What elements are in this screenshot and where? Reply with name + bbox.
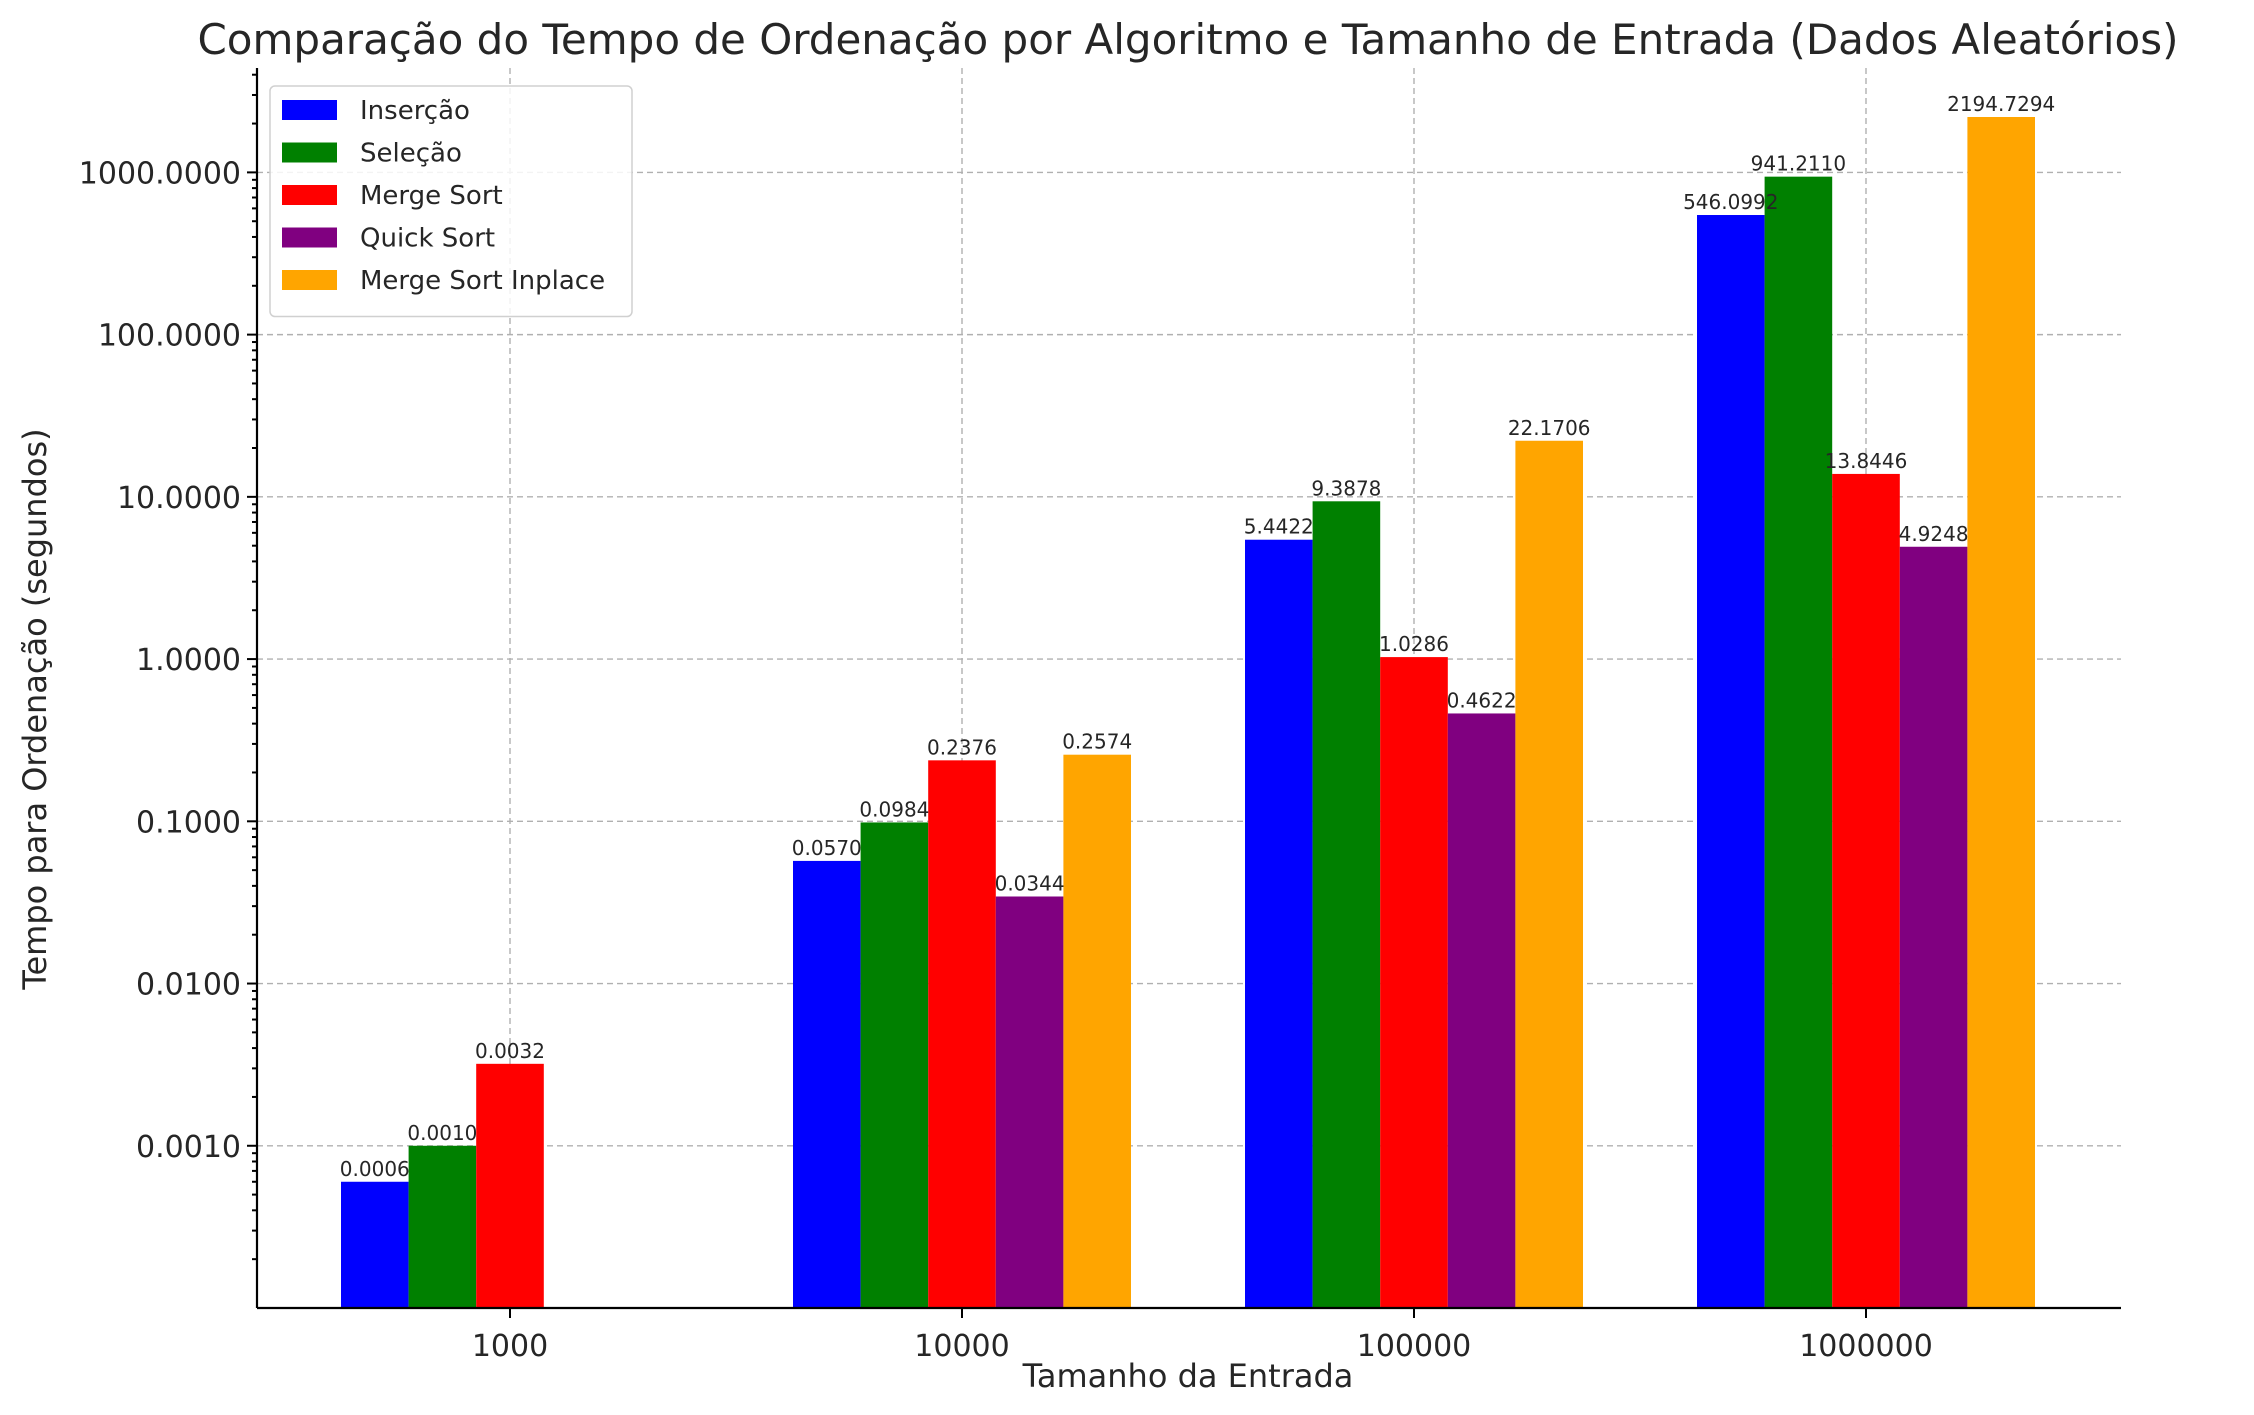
- bar-value-label: 5.4422: [1244, 515, 1314, 539]
- bar-value-label: 13.8446: [1825, 449, 1908, 473]
- bar: [1764, 176, 1833, 1308]
- axes: 0.0010 0.0100 0.1000 1.0000 10.0000 100.0000 1…: [79, 68, 2121, 1364]
- y-axis-label: Tempo para Ordenação (segundos): [16, 428, 54, 990]
- y-tick-label: 0.0010: [136, 1130, 241, 1165]
- bars: [341, 117, 2035, 1309]
- legend: Inserção Seleção Merge Sort Quick Sort Merge…: [269, 85, 633, 318]
- y-tick-label: 10.0000: [117, 481, 241, 516]
- legend-label: Merge Sort: [360, 181, 503, 211]
- bar: [1245, 539, 1313, 1308]
- bar: [1063, 754, 1131, 1308]
- bar: [476, 1063, 544, 1308]
- legend-label: Seleção: [360, 139, 462, 169]
- legend-swatch: [282, 142, 337, 163]
- y-tick-label: 100.0000: [98, 319, 241, 354]
- data-labels: 0.0006 0.0570 5.4422 546.0992 0.0010 0.0984 9.…: [340, 92, 2055, 1181]
- bar-value-label: 0.0984: [859, 797, 929, 821]
- bar-value-label: 22.1706: [1508, 416, 1591, 440]
- bar: [1447, 713, 1516, 1308]
- bar-value-label: 1.0286: [1379, 632, 1449, 656]
- x-tick-label: 100000: [1357, 1329, 1472, 1364]
- bar-value-label: 941.2110: [1751, 152, 1846, 176]
- bar: [1697, 215, 1765, 1308]
- bar-value-label: 0.2574: [1062, 730, 1132, 754]
- legend-swatch: [282, 185, 337, 205]
- legend-swatch: [282, 270, 337, 290]
- x-tick-label: 1000: [472, 1329, 548, 1364]
- bar-value-label: 0.0032: [475, 1039, 545, 1063]
- bar: [1832, 473, 1900, 1308]
- bar-value-label: 2194.7294: [1947, 92, 2055, 116]
- bar-value-label: 0.4622: [1447, 688, 1517, 712]
- y-tick-label: 0.1000: [136, 805, 241, 840]
- bar: [1380, 657, 1448, 1308]
- legend-box: [269, 85, 633, 318]
- bar-value-label: 0.0344: [995, 871, 1065, 895]
- bar: [408, 1145, 477, 1308]
- bar-value-label: 0.0570: [792, 836, 862, 860]
- legend-label: Inserção: [360, 96, 470, 126]
- bar-value-label: 0.0006: [340, 1157, 410, 1181]
- y-tick-label: 0.0100: [136, 968, 241, 1003]
- bar: [1899, 546, 1968, 1308]
- bar: [1312, 501, 1381, 1309]
- bar-value-label: 0.0010: [407, 1121, 477, 1145]
- bar: [1967, 117, 2035, 1308]
- legend-swatch: [282, 100, 337, 120]
- bar: [1515, 440, 1583, 1308]
- bar-value-label: 4.9248: [1899, 522, 1969, 546]
- y-tick-label: 1000.0000: [79, 156, 241, 191]
- bar-value-label: 9.3878: [1311, 476, 1381, 500]
- bar-value-label: 546.0992: [1683, 190, 1778, 214]
- y-tick-label: 1.0000: [136, 643, 241, 678]
- bar: [341, 1181, 409, 1308]
- legend-swatch: [282, 227, 337, 248]
- x-axis-label: Tamanho da Entrada: [1022, 1357, 1354, 1395]
- legend-label: Quick Sort: [360, 224, 495, 254]
- bar: [928, 760, 996, 1308]
- chart-title: Comparação do Tempo de Ordenação por Alg…: [197, 15, 2178, 64]
- bar: [995, 896, 1064, 1308]
- bar: [793, 860, 861, 1308]
- bar-value-label: 0.2376: [927, 735, 997, 759]
- legend-label: Merge Sort Inplace: [360, 266, 605, 296]
- x-tick-label: 10000: [914, 1329, 1009, 1364]
- x-tick-label: 1000000: [1799, 1329, 1933, 1364]
- bar: [860, 822, 929, 1308]
